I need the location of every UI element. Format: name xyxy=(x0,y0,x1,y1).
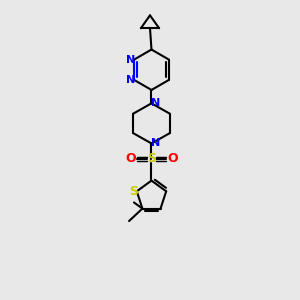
Text: S: S xyxy=(147,152,156,165)
Text: N: N xyxy=(151,98,160,108)
Text: N: N xyxy=(126,75,135,85)
Text: O: O xyxy=(125,152,136,165)
Text: O: O xyxy=(167,152,178,165)
Text: N: N xyxy=(126,55,135,64)
Text: N: N xyxy=(151,139,160,148)
Text: S: S xyxy=(129,185,138,198)
